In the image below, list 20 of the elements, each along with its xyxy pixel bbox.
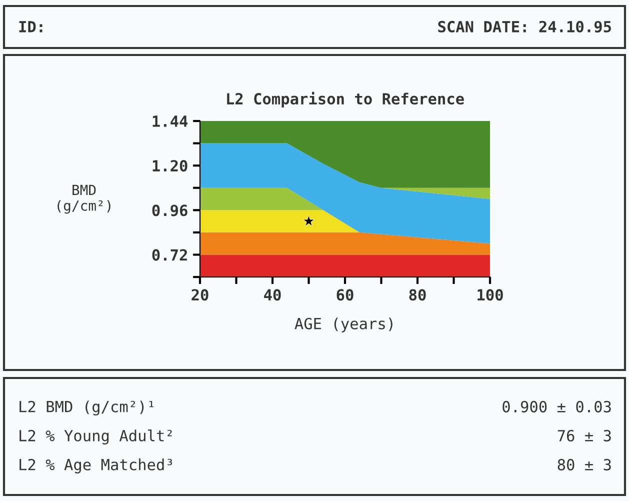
text: 80 ± 3	[558, 458, 611, 470]
x-tick-label: 100	[478, 289, 503, 301]
text: SCAN DATE: 24.10.95	[438, 20, 611, 33]
x-tick-label: 20	[192, 289, 208, 301]
text: L2 % Young Adult²	[20, 430, 172, 444]
text: 0.900 ± 0.03	[502, 400, 611, 412]
text: 76 ± 3	[558, 430, 611, 442]
text: L2 % Age Matched³	[20, 458, 172, 474]
x-tick-label: 80	[409, 289, 426, 301]
y-tick-label: 0.72	[152, 249, 187, 261]
x-tick-label: 40	[264, 289, 281, 301]
x-tick-label: 60	[336, 289, 354, 301]
x-axis-title: AGE (years)	[294, 318, 392, 332]
y-tick-label: 1.44	[152, 116, 188, 127]
y-tick-label: 0.96	[152, 204, 188, 216]
y-tick-label: 1.20	[152, 160, 188, 172]
text: ID:	[19, 21, 42, 32]
chart-title: L2 Comparison to Reference	[227, 92, 464, 108]
y-axis-title: BMD (g/cm²)	[58, 184, 110, 214]
text: L2 BMD (g/cm²)¹	[20, 400, 154, 416]
